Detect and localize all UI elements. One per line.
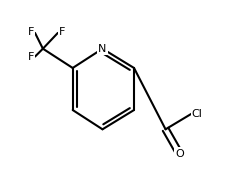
Text: F: F: [58, 27, 65, 37]
Text: F: F: [28, 52, 34, 62]
Text: N: N: [98, 44, 106, 54]
Text: O: O: [174, 149, 183, 159]
Text: Cl: Cl: [191, 109, 202, 119]
Text: F: F: [28, 27, 34, 37]
